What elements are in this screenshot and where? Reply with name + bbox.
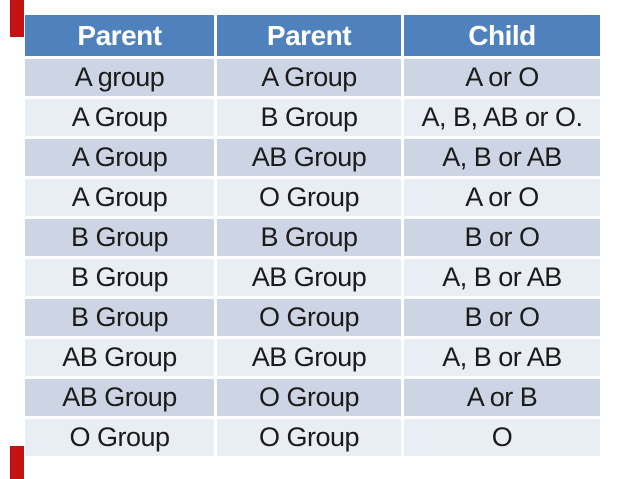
table-cell: AB Group — [25, 379, 214, 416]
table-cell: B Group — [25, 259, 214, 296]
table-cell: B Group — [25, 219, 214, 256]
table-cell: A group — [25, 59, 214, 96]
table-cell: B or O — [404, 219, 600, 256]
table-cell: A, B, AB or O. — [404, 99, 600, 136]
table-cell: A Group — [25, 179, 214, 216]
table-cell: AB Group — [217, 139, 401, 176]
table-cell: B Group — [217, 99, 401, 136]
table-cell: AB Group — [217, 339, 401, 376]
table-cell: A or O — [404, 179, 600, 216]
table-cell: O Group — [25, 419, 214, 456]
table-cell: A, B or AB — [404, 339, 600, 376]
header-cell-parent-2: Parent — [217, 15, 401, 56]
table-cell: A Group — [25, 139, 214, 176]
table-cell: B or O — [404, 299, 600, 336]
table-cell: O Group — [217, 179, 401, 216]
table-cell: O Group — [217, 419, 401, 456]
table-cell: A Group — [25, 99, 214, 136]
table-cell: A, B or AB — [404, 259, 600, 296]
header-cell-child: Child — [404, 15, 600, 56]
table-cell: O Group — [217, 299, 401, 336]
table-cell: A or O — [404, 59, 600, 96]
table-cell: B Group — [217, 219, 401, 256]
table-cell: AB Group — [25, 339, 214, 376]
red-accent-bottom-left — [10, 446, 24, 479]
table-cell: AB Group — [217, 259, 401, 296]
table-cell: A, B or AB — [404, 139, 600, 176]
header-cell-parent-1: Parent — [25, 15, 214, 56]
table-cell: O — [404, 419, 600, 456]
table-cell: A or B — [404, 379, 600, 416]
red-accent-top-left — [10, 0, 24, 37]
table-cell: B Group — [25, 299, 214, 336]
table-cell: O Group — [217, 379, 401, 416]
table-cell: A Group — [217, 59, 401, 96]
